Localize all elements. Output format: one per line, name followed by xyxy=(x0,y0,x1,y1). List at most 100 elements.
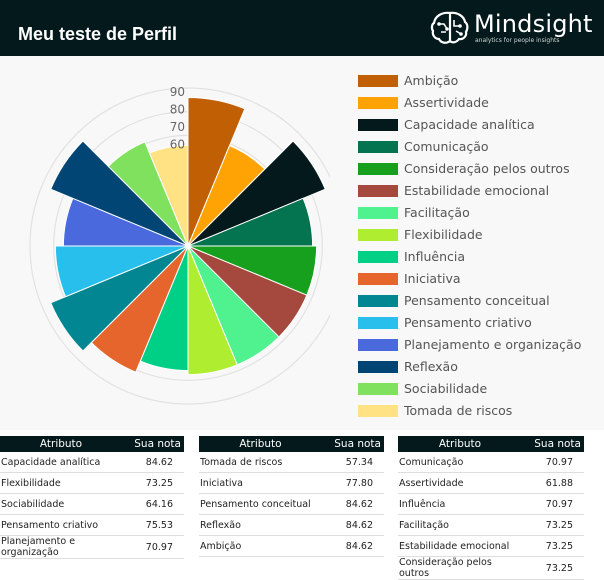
logo-wordmark: Mindsight xyxy=(474,10,593,38)
legend-label: Sociabilidade xyxy=(404,381,488,396)
table-row: Assertividade 61.88 xyxy=(398,472,584,494)
attribute-score: 75.53 xyxy=(122,514,184,536)
legend-label: Iniciativa xyxy=(404,271,461,286)
table-row: Consideração pelos outros 73.25 xyxy=(398,556,584,580)
polar-area-chart: 90 80 70 60 xyxy=(29,85,330,405)
legend-label: Comunicação xyxy=(404,139,489,154)
attribute-name: Influência xyxy=(398,493,522,515)
radial-tick-labels: 90 80 70 60 xyxy=(170,85,185,152)
legend-label: Facilitação xyxy=(404,205,470,220)
table-row: Flexibilidade 73.25 xyxy=(0,472,184,494)
legend-swatch xyxy=(358,339,398,351)
attribute-score: 77.80 xyxy=(322,472,384,494)
legend-label: Tomada de riscos xyxy=(404,403,513,418)
attribute-score: 64.16 xyxy=(122,493,184,515)
attribute-name: Flexibilidade xyxy=(0,472,122,494)
legend-label: Pensamento criativo xyxy=(404,315,532,330)
legend-label: Planejamento e organização xyxy=(404,337,582,352)
legend-label: Estabilidade emocional xyxy=(404,183,550,198)
attribute-name: Assertividade xyxy=(398,472,522,494)
brain-icon xyxy=(430,11,469,44)
legend-swatch xyxy=(358,295,398,307)
legend-label: Ambição xyxy=(404,73,459,88)
legend-label: Flexibilidade xyxy=(404,227,483,242)
table-row: Estabilidade emocional 73.25 xyxy=(398,535,584,557)
legend-swatch xyxy=(358,405,398,417)
attribute-score: 70.97 xyxy=(522,493,584,515)
legend-label: Capacidade analítica xyxy=(404,117,535,132)
attribute-name: Ambição xyxy=(199,535,322,557)
chart-wedge[interactable] xyxy=(187,96,246,247)
legend-label: Assertividade xyxy=(404,95,489,110)
legend-swatch xyxy=(358,251,398,263)
attribute-table-1: Atributo Sua nota Capacidade analítica 84… xyxy=(0,436,184,559)
legend-swatch xyxy=(358,229,398,241)
legend-label: Pensamento conceitual xyxy=(404,293,550,308)
col-atributo: Atributo xyxy=(398,436,522,452)
table-header-row: Atributo Sua nota xyxy=(398,436,584,452)
chart-wedge[interactable] xyxy=(50,140,189,247)
table-row: Tomada de riscos 57.34 xyxy=(199,452,384,473)
radial-tick-label: 60 xyxy=(170,138,185,152)
attribute-table-3: Atributo Sua nota Comunicação 70.97 Assert… xyxy=(398,436,584,580)
attribute-name: Sociabilidade xyxy=(0,493,122,515)
attribute-score: 73.25 xyxy=(522,514,584,536)
attribute-score: 57.34 xyxy=(322,452,384,473)
attribute-score: 84.62 xyxy=(122,452,184,473)
table-row: Influência 70.97 xyxy=(398,493,584,515)
legend-swatch xyxy=(358,317,398,329)
table-row: Pensamento criativo 75.53 xyxy=(0,514,184,536)
attribute-name: Tomada de riscos xyxy=(199,452,322,473)
chart-wedge[interactable] xyxy=(148,144,189,247)
logo-tagline: analytics for people insights xyxy=(475,37,560,44)
legend-label: Influência xyxy=(404,249,466,264)
legend-swatch xyxy=(358,207,398,219)
chart-wedge[interactable] xyxy=(187,140,326,247)
chart-wedge[interactable] xyxy=(187,245,238,376)
legend-swatch xyxy=(358,75,398,87)
attribute-name: Consideração pelos outros xyxy=(398,556,522,580)
radial-tick-label: 80 xyxy=(170,103,185,117)
attribute-score: 84.62 xyxy=(322,514,384,536)
attribute-score: 73.25 xyxy=(522,556,584,580)
attribute-name: Planejamento e organização xyxy=(0,535,122,559)
attribute-name: Pensamento criativo xyxy=(0,514,122,536)
table-header-row: Atributo Sua nota xyxy=(199,436,384,452)
table-row: Comunicação 70.97 xyxy=(398,452,584,473)
col-sua-nota: Sua nota xyxy=(522,436,584,452)
table-header-row: Atributo Sua nota xyxy=(0,436,184,452)
table-row: Planejamento e organização 70.97 xyxy=(0,535,184,559)
radial-tick-label: 90 xyxy=(170,85,185,99)
legend-swatch xyxy=(358,185,398,197)
mindsight-logo: Mindsight analytics for people insights xyxy=(430,10,600,50)
attribute-name: Iniciativa xyxy=(199,472,322,494)
legend-label: Reflexão xyxy=(404,359,458,374)
attribute-score: 84.62 xyxy=(322,535,384,557)
legend-label: Consideração pelos outros xyxy=(404,161,570,176)
attribute-name: Facilitação xyxy=(398,514,522,536)
table-row: Capacidade analítica 84.62 xyxy=(0,452,184,473)
grid-ring xyxy=(29,87,330,405)
chart-wedge[interactable] xyxy=(107,141,189,247)
legend-swatch xyxy=(358,361,398,373)
attribute-name: Pensamento conceitual xyxy=(199,493,322,515)
attribute-table-2: Atributo Sua nota Tomada de riscos 57.34 I… xyxy=(199,436,384,557)
attribute-score: 73.25 xyxy=(122,472,184,494)
chart-wedge[interactable] xyxy=(54,245,189,298)
legend-swatch xyxy=(358,141,398,153)
col-atributo: Atributo xyxy=(199,436,322,452)
attribute-score: 70.97 xyxy=(522,452,584,473)
page-header: Meu teste de Perfil Mindsight analytics … xyxy=(0,0,604,56)
attribute-name: Comunicação xyxy=(398,452,522,473)
attribute-score: 73.25 xyxy=(522,535,584,557)
attribute-score: 70.97 xyxy=(122,535,184,559)
col-sua-nota: Sua nota xyxy=(122,436,184,452)
attribute-name: Estabilidade emocional xyxy=(398,535,522,557)
legend-swatch xyxy=(358,383,398,395)
table-row: Sociabilidade 64.16 xyxy=(0,493,184,515)
legend-swatch xyxy=(358,97,398,109)
attribute-score: 84.62 xyxy=(322,493,384,515)
chart-wedge[interactable] xyxy=(50,245,189,352)
legend-swatch xyxy=(358,119,398,131)
legend-swatch xyxy=(358,163,398,175)
